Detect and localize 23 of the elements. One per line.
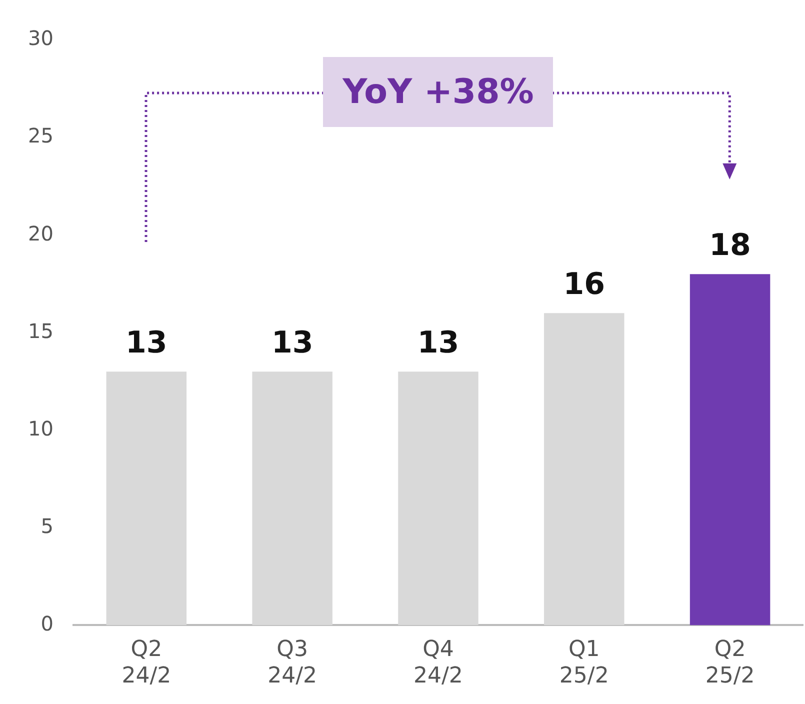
x-tick-label: Q1 25/2 (559, 637, 609, 689)
x-tick-label: Q4 24/2 (414, 637, 463, 689)
data-label: 13 (417, 325, 460, 360)
bar (106, 372, 187, 626)
x-tick-label: Q3 24/2 (268, 637, 318, 689)
data-label: 16 (563, 266, 606, 302)
data-label: 13 (271, 325, 314, 360)
annotation: YoY +38% (323, 56, 554, 127)
y-tick-label: 25 (28, 124, 54, 148)
bar (690, 274, 770, 626)
y-tick-label: 15 (28, 318, 54, 343)
x-tick-label: Q2 24/2 (122, 637, 172, 689)
x-tick-label: Q2 25/2 (705, 637, 755, 689)
data-label: 18 (709, 228, 751, 263)
y-tick-label: 30 (28, 26, 54, 50)
bar (544, 313, 624, 626)
data-label: 13 (126, 325, 168, 360)
y-tick-label: 5 (40, 514, 54, 538)
y-tick-label: 20 (28, 221, 54, 246)
bar (252, 372, 332, 626)
bar (398, 372, 478, 626)
y-tick-label: 10 (28, 416, 54, 440)
y-tick-label: 0 (40, 611, 54, 636)
